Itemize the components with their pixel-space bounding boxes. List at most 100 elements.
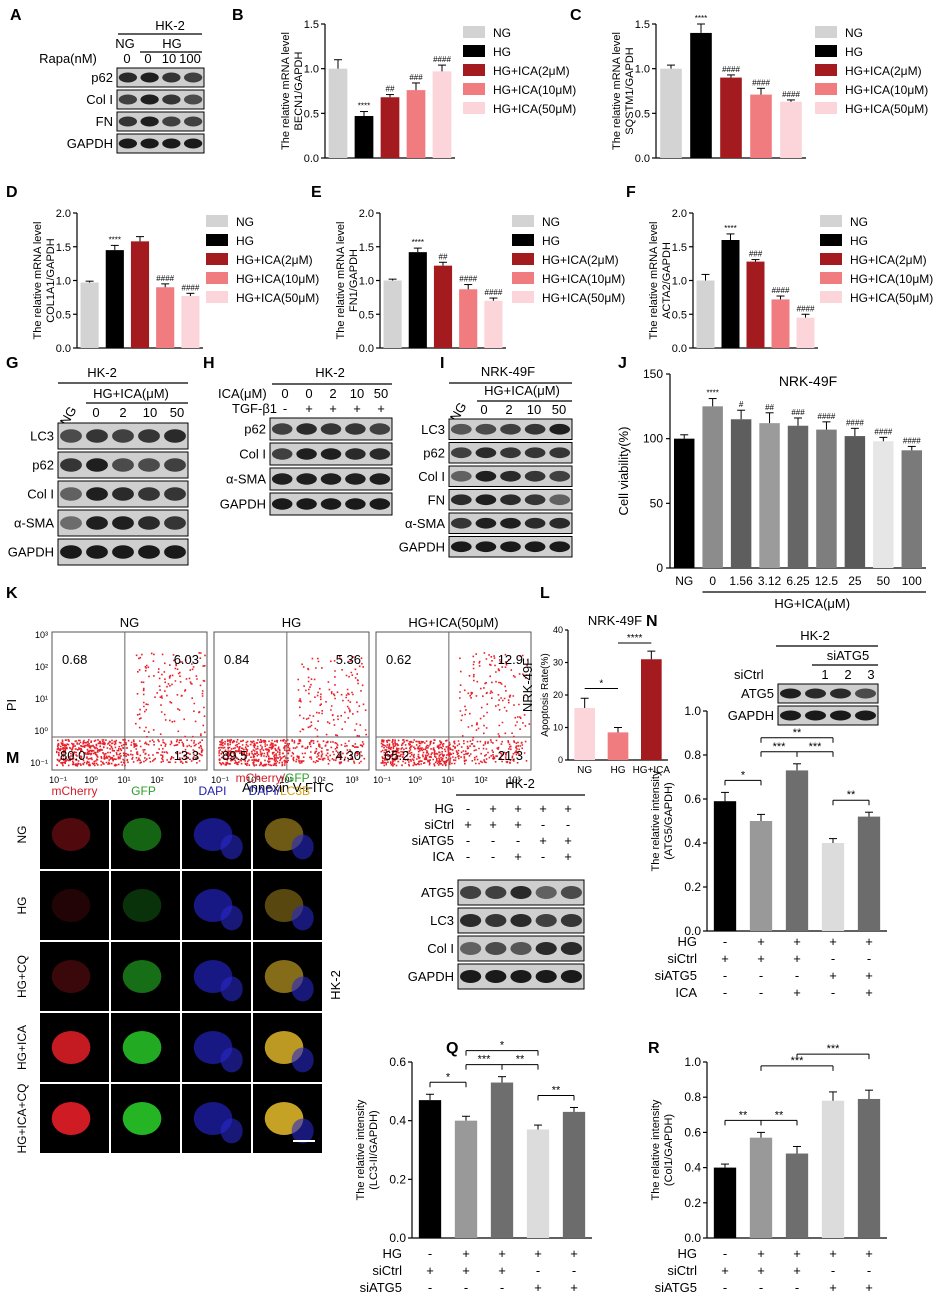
blot-band bbox=[560, 970, 582, 983]
cell-signal bbox=[51, 888, 91, 923]
blot-row-label: α-SMA bbox=[14, 516, 54, 531]
y-tick-label: 0.0 bbox=[672, 343, 687, 355]
y-tick-label: 20 bbox=[553, 690, 563, 700]
legend-label: NG bbox=[542, 215, 560, 229]
significance-mark: **** bbox=[358, 102, 370, 111]
y-tick-label: 10¹ bbox=[35, 694, 48, 704]
legend-label: HG+ICA(2μM) bbox=[850, 253, 927, 267]
blot-band bbox=[450, 447, 472, 459]
cell-line-label: HK-2 bbox=[87, 365, 117, 380]
bar-3 bbox=[750, 94, 772, 158]
cell-line-label: HK-2 bbox=[155, 18, 185, 33]
sirna-number: 2 bbox=[844, 667, 851, 682]
blot-row-label: Col I bbox=[427, 941, 454, 956]
legend-swatch bbox=[206, 291, 228, 303]
x-group-label: HG+ICA(μM) bbox=[774, 596, 850, 611]
cell-signal bbox=[122, 888, 162, 923]
blot-band bbox=[86, 458, 108, 472]
significance-mark: ## bbox=[765, 403, 774, 412]
nucleus-signal bbox=[291, 834, 314, 860]
legend-swatch bbox=[820, 291, 842, 303]
blot-band bbox=[296, 473, 317, 485]
sign-label: - bbox=[536, 1263, 540, 1278]
condition-row-label: ICA bbox=[432, 849, 454, 864]
x-tick-label: 10³ bbox=[345, 775, 358, 785]
blot-row-label: p62 bbox=[32, 458, 54, 473]
legend-label: HG+ICA(2μM) bbox=[493, 64, 570, 78]
blot-band bbox=[500, 470, 521, 482]
legend-swatch bbox=[820, 272, 842, 284]
sign-label: - bbox=[867, 1263, 871, 1278]
sign-label: + bbox=[829, 1280, 837, 1295]
significance-mark: ** bbox=[793, 727, 802, 739]
blot-row-label: ATG5 bbox=[741, 686, 774, 701]
sign-label: + bbox=[514, 801, 522, 816]
ica-label: ICA(μM) bbox=[218, 386, 267, 401]
blot-row-label: GAPDH bbox=[399, 539, 445, 554]
x-tick-label: 50 bbox=[877, 574, 891, 588]
y-tick-label: 1.0 bbox=[359, 276, 374, 288]
y-tick-label: 1.5 bbox=[359, 242, 374, 254]
blot-row-label: α-SMA bbox=[226, 472, 266, 487]
sign-label: - bbox=[500, 1280, 504, 1295]
quadrant-value: 5.36 bbox=[336, 652, 361, 667]
y-tick-label: 0.0 bbox=[359, 343, 374, 355]
quadrant-value: 80.0 bbox=[60, 748, 85, 763]
bar-0 bbox=[713, 801, 737, 931]
y-tick-label: 0 bbox=[558, 755, 563, 765]
sign-label: + bbox=[757, 951, 765, 966]
sign-label: + bbox=[865, 934, 873, 949]
blot-band bbox=[183, 138, 203, 149]
blot-band bbox=[805, 710, 826, 721]
legend-swatch bbox=[206, 234, 228, 246]
blot-band bbox=[112, 487, 134, 501]
bar-4 bbox=[181, 296, 200, 348]
y-axis-title: The relative mRNA level bbox=[280, 32, 292, 150]
legend-label: HG+ICA(10μM) bbox=[236, 272, 319, 286]
blot-row-label: FN bbox=[96, 114, 113, 129]
blot-band bbox=[369, 448, 391, 460]
blot-band bbox=[549, 517, 571, 529]
blot-band bbox=[345, 473, 366, 485]
y-tick-label: 0.8 bbox=[684, 1090, 701, 1104]
sign-label: - bbox=[491, 833, 495, 848]
blot-row-label: p62 bbox=[423, 445, 445, 460]
blot-band bbox=[855, 688, 876, 699]
blot-band bbox=[524, 541, 546, 553]
blot-row-label: GAPDH bbox=[67, 136, 113, 151]
blot-band bbox=[296, 448, 317, 460]
sign-label: - bbox=[831, 1263, 835, 1278]
condition-row-label: siATG5 bbox=[360, 1280, 402, 1295]
x-tick-label: 12.5 bbox=[815, 574, 839, 588]
blot-a-strip bbox=[116, 133, 205, 154]
significance-mark: #### bbox=[818, 412, 836, 421]
y-axis-title: Apoptosis Rate(%) bbox=[540, 653, 551, 736]
nucleus-signal bbox=[291, 1118, 314, 1144]
blot-band bbox=[524, 517, 546, 529]
blot-band bbox=[60, 429, 82, 443]
dose-label: 10 bbox=[143, 405, 157, 420]
blot-row-label: p62 bbox=[91, 70, 113, 85]
blot-band bbox=[164, 429, 186, 443]
blot-band bbox=[535, 970, 557, 983]
micrograph-tile bbox=[40, 871, 109, 940]
channel-label: mCherry bbox=[51, 784, 97, 798]
blot-band bbox=[345, 423, 366, 435]
blot-band bbox=[296, 423, 317, 435]
blot-band bbox=[86, 545, 108, 559]
sign-label: + bbox=[426, 1263, 434, 1278]
significance-mark: **** bbox=[724, 224, 736, 233]
blot-band bbox=[138, 429, 160, 443]
sign-label: - bbox=[723, 934, 727, 949]
blot-band bbox=[271, 423, 293, 435]
blot-n-strip bbox=[777, 705, 879, 726]
x-tick-label: HG+ICA bbox=[633, 765, 671, 776]
blot-row-label: Col I bbox=[239, 447, 266, 462]
blot-band bbox=[450, 470, 472, 482]
blot-band bbox=[271, 498, 293, 510]
dose-label: 10 bbox=[527, 402, 541, 417]
significance-mark: * bbox=[599, 679, 603, 690]
x-tick-label: HG bbox=[611, 765, 626, 776]
blot-band bbox=[460, 914, 482, 927]
x-tick-label: 6.25 bbox=[786, 574, 810, 588]
